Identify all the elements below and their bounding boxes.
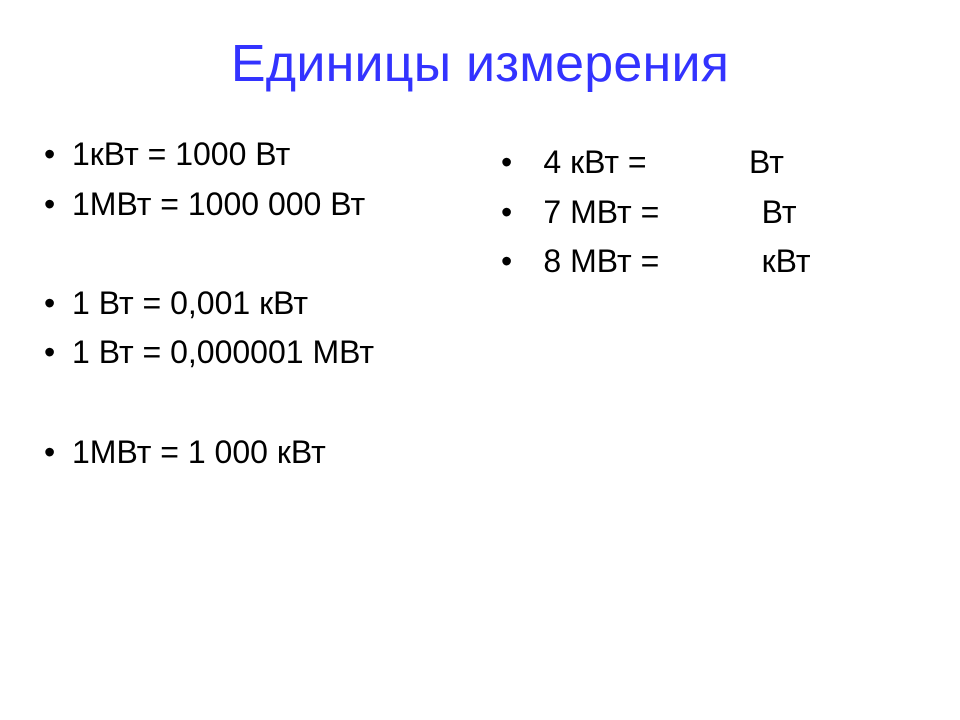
equation-lhs: 4 кВт = bbox=[543, 144, 646, 180]
list-item: 8 МВт = кВт bbox=[493, 237, 930, 287]
content-columns: 1кВт = 1000 Вт 1МВт = 1000 000 Вт . 1 Вт… bbox=[0, 114, 960, 477]
list-item: 1кВт = 1000 Вт bbox=[36, 130, 473, 180]
slide: Единицы измерения 1кВт = 1000 Вт 1МВт = … bbox=[0, 0, 960, 720]
equation-unit: Вт bbox=[762, 194, 797, 230]
list-item: 7 МВт = Вт bbox=[493, 188, 930, 238]
slide-title: Единицы измерения bbox=[0, 0, 960, 114]
equation-unit: кВт bbox=[762, 243, 811, 279]
list-item: 4 кВт = Вт bbox=[493, 138, 930, 188]
right-bullet-list: 4 кВт = Вт 7 МВт = Вт 8 МВт = кВт bbox=[493, 138, 930, 287]
equation-lhs: 7 МВт = bbox=[543, 194, 659, 230]
equation-lhs: 8 МВт = bbox=[543, 243, 659, 279]
list-item: 1 Вт = 0,000001 МВт bbox=[36, 328, 473, 378]
left-bullet-list: 1кВт = 1000 Вт 1МВт = 1000 000 Вт . 1 Вт… bbox=[36, 130, 473, 477]
list-item: 1МВт = 1 000 кВт bbox=[36, 428, 473, 478]
equation-unit: Вт bbox=[749, 144, 784, 180]
list-item: 1 Вт = 0,001 кВт bbox=[36, 279, 473, 329]
list-item: 1МВт = 1000 000 Вт bbox=[36, 180, 473, 230]
left-column: 1кВт = 1000 Вт 1МВт = 1000 000 Вт . 1 Вт… bbox=[36, 114, 483, 477]
right-column: 4 кВт = Вт 7 МВт = Вт 8 МВт = кВт bbox=[483, 114, 930, 477]
